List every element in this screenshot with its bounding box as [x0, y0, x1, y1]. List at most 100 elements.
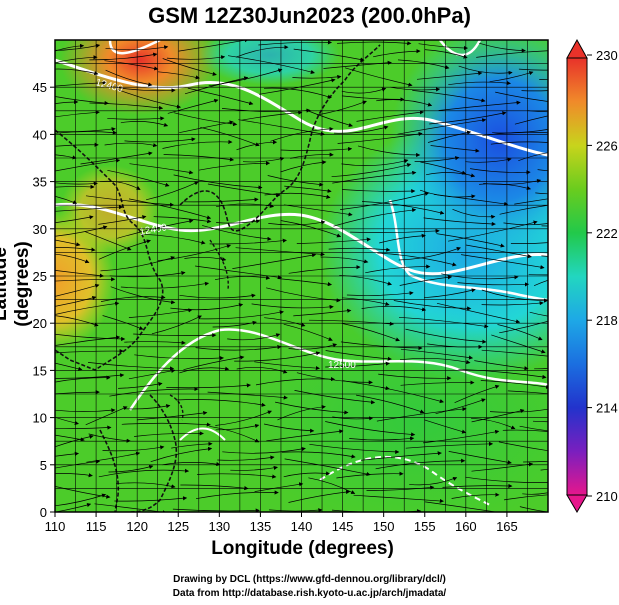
- streamline: [55, 55, 98, 64]
- streamline: [115, 482, 176, 489]
- streamline: [105, 45, 169, 51]
- streamline: [258, 78, 336, 95]
- streamline: [283, 204, 353, 217]
- colorbar-top-arrow: [566, 38, 588, 59]
- streamline: [503, 222, 548, 226]
- x-tick-label: 125: [167, 519, 189, 534]
- streamline: [55, 110, 100, 118]
- streamline: [184, 256, 227, 262]
- streamline: [523, 460, 548, 463]
- contour-label: 12400: [139, 222, 169, 238]
- streamline: [535, 192, 548, 195]
- streamline: [55, 225, 108, 237]
- colorbar-tick-label: 218: [596, 313, 618, 328]
- streamline: [173, 174, 263, 190]
- streamline: [55, 158, 121, 172]
- streamline: [55, 425, 112, 430]
- streamline: [133, 333, 217, 338]
- streamline: [284, 458, 371, 477]
- streamline: [241, 110, 303, 121]
- streamline: [317, 100, 367, 116]
- streamline: [333, 207, 417, 227]
- streamline: [170, 303, 244, 311]
- streamline: [55, 473, 93, 478]
- streamline: [436, 233, 505, 248]
- streamline: [151, 315, 202, 335]
- streamline: [292, 74, 342, 80]
- streamline: [280, 220, 342, 238]
- streamline: [55, 181, 98, 186]
- chart-title: GSM 12Z30Jun2023 (200.0hPa): [148, 3, 471, 28]
- streamline: [235, 45, 289, 58]
- streamline: [458, 65, 513, 75]
- streamline: [325, 421, 416, 437]
- y-tick-label: 5: [40, 458, 47, 473]
- streamline: [162, 461, 221, 467]
- streamline: [442, 483, 513, 489]
- streamline: [290, 152, 334, 159]
- streamline: [341, 159, 409, 166]
- streamline: [266, 429, 344, 442]
- streamline: [337, 41, 412, 46]
- streamline: [179, 293, 256, 299]
- streamline: [528, 274, 548, 276]
- streamline: [323, 60, 392, 69]
- streamline: [171, 441, 213, 449]
- streamline: [458, 368, 547, 379]
- x-tick-label: 145: [332, 519, 354, 534]
- streamline: [89, 52, 158, 61]
- streamline: [390, 86, 441, 92]
- streamline: [55, 434, 94, 448]
- streamline: [215, 410, 272, 426]
- streamline: [294, 390, 376, 405]
- streamline: [55, 408, 116, 413]
- streamline: [539, 78, 548, 80]
- y-tick-label: 0: [40, 505, 47, 520]
- streamline: [207, 391, 288, 400]
- streamline: [283, 471, 331, 478]
- y-tick-label: 35: [33, 175, 47, 190]
- streamline: [534, 367, 548, 370]
- y-tick-label: 10: [33, 411, 47, 426]
- streamline: [178, 40, 249, 52]
- streamline: [393, 300, 472, 311]
- streamline: [518, 152, 548, 162]
- streamline: [461, 254, 545, 270]
- streamline: [465, 476, 548, 483]
- graticule: [55, 40, 548, 512]
- streamline: [209, 425, 260, 443]
- streamline: [55, 315, 99, 327]
- streamline: [341, 297, 390, 306]
- streamline: [540, 468, 548, 471]
- streamline: [202, 225, 272, 241]
- streamline: [117, 89, 182, 109]
- x-tick-label: 150: [373, 519, 395, 534]
- streamline: [55, 43, 101, 51]
- streamline: [227, 55, 315, 74]
- x-tick-label: 135: [250, 519, 272, 534]
- streamline: [296, 237, 371, 244]
- streamline: [418, 43, 469, 51]
- credit-drawing: Drawing by DCL (https://www.gfd-dennou.o…: [173, 574, 446, 585]
- streamline: [263, 87, 332, 99]
- streamline: [340, 341, 423, 351]
- streamline: [510, 242, 548, 244]
- streamline: [503, 494, 548, 501]
- streamline: [288, 265, 361, 274]
- streamline: [162, 139, 233, 149]
- streamline: [55, 68, 99, 76]
- streamline: [134, 354, 224, 361]
- streamline: [114, 496, 188, 502]
- x-tick-label: 115: [86, 519, 107, 534]
- streamline: [305, 109, 353, 127]
- streamline: [109, 386, 199, 397]
- streamline: [230, 465, 278, 471]
- streamline: [284, 185, 332, 193]
- streamline: [339, 274, 392, 286]
- streamline: [479, 42, 526, 53]
- streamline: [519, 425, 548, 432]
- streamline: [222, 446, 306, 454]
- streamline: [423, 288, 476, 299]
- streamline: [55, 99, 79, 105]
- streamline: [268, 220, 326, 226]
